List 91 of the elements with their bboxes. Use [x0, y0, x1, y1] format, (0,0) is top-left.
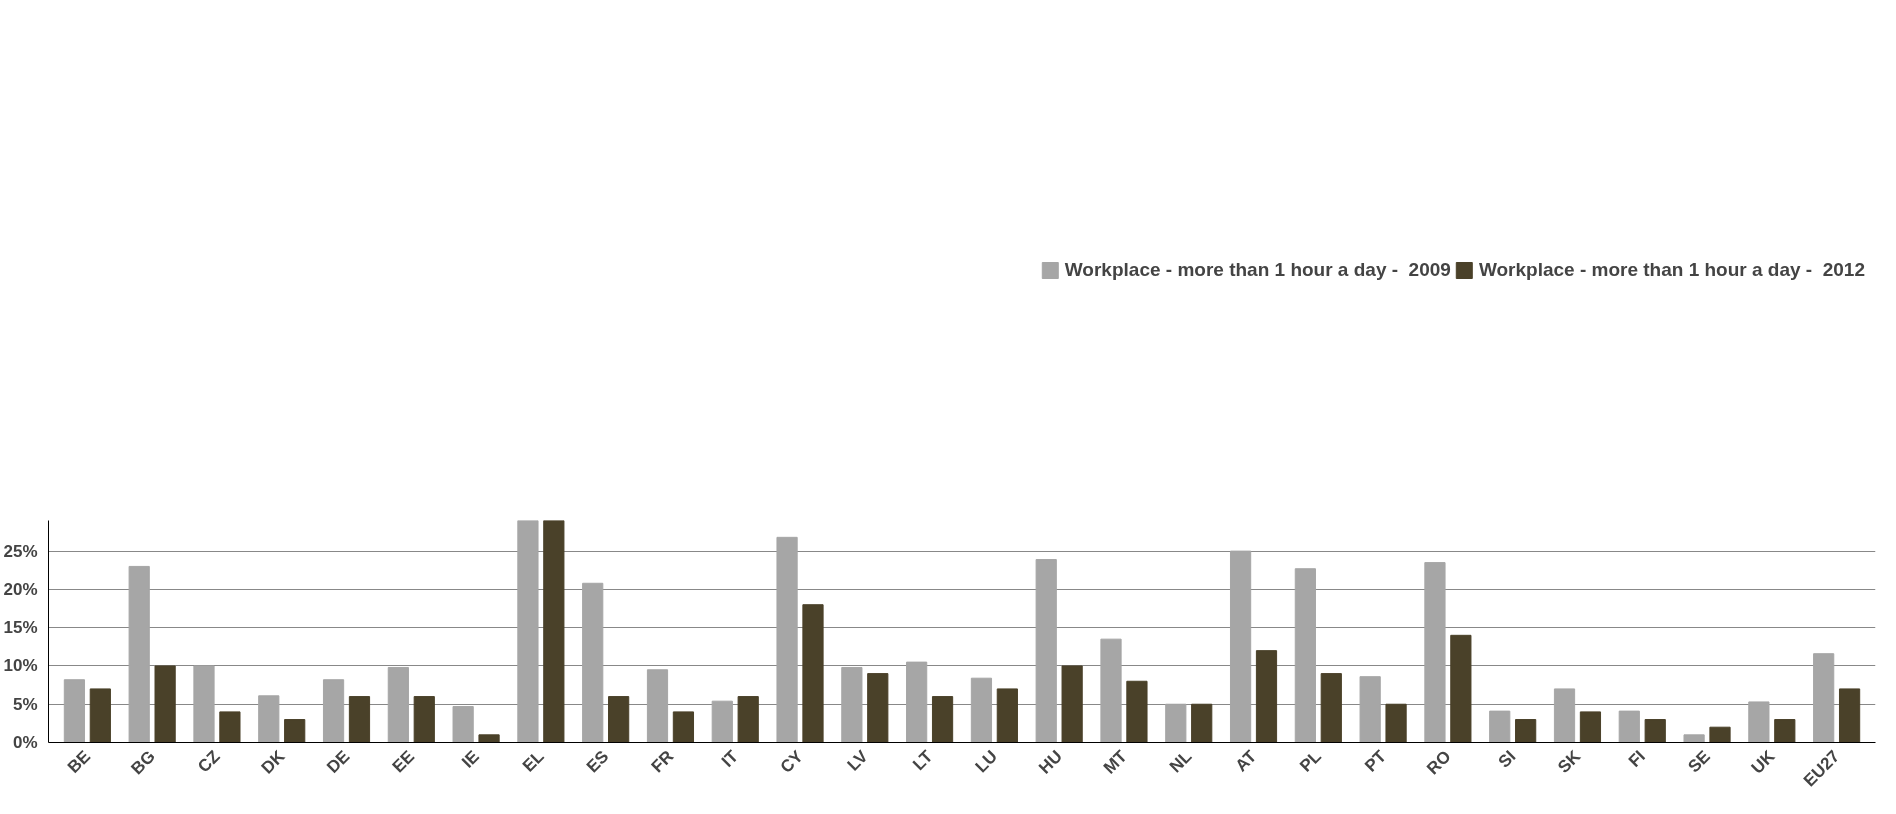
- bar: [996, 688, 1018, 743]
- bar: [802, 604, 824, 743]
- bar: [1100, 638, 1122, 743]
- x-tick-label: LT: [909, 746, 937, 775]
- bar: [478, 734, 500, 743]
- bar: [1165, 703, 1187, 743]
- bar: [1553, 688, 1576, 743]
- bar: [1748, 701, 1770, 743]
- x-tick-label: AT: [1231, 746, 1261, 776]
- bar: [89, 688, 111, 743]
- x-tick-label: SI: [1494, 746, 1520, 772]
- bar: [1320, 673, 1342, 743]
- y-tick-label: 15%: [3, 618, 38, 638]
- bar: [1683, 734, 1705, 743]
- bar: [1255, 650, 1278, 743]
- bar: [1450, 634, 1472, 743]
- bar: [543, 520, 565, 743]
- bar: [906, 661, 928, 743]
- x-tick-label: PT: [1361, 746, 1391, 776]
- bar: [1385, 703, 1407, 743]
- x-tick-label: IT: [717, 746, 743, 771]
- bar: [348, 696, 371, 743]
- bar: [1489, 710, 1511, 743]
- bar: [517, 520, 539, 743]
- y-tick-label: 0%: [12, 733, 38, 752]
- bar: [1294, 568, 1316, 743]
- bar: [970, 677, 993, 743]
- bar: [1061, 665, 1083, 743]
- x-tick-label: CZ: [194, 746, 224, 777]
- legend-label: Workplace - more than 1 hour a day - 2009: [1064, 259, 1451, 281]
- bar: [413, 696, 435, 743]
- x-tick-label: LU: [971, 746, 1002, 777]
- x-tick-label: BG: [127, 746, 159, 779]
- bar: [776, 536, 798, 743]
- bar: [387, 666, 409, 743]
- x-tick-label: PL: [1296, 746, 1326, 776]
- legend-label: Workplace - more than 1 hour a day - 2012: [1478, 259, 1865, 281]
- bar: [258, 695, 280, 743]
- bar: [1126, 680, 1148, 743]
- bar: [711, 700, 733, 743]
- bar: [931, 696, 954, 743]
- bar: [841, 666, 863, 743]
- y-tick-label: 25%: [3, 541, 38, 561]
- bar: [284, 719, 306, 743]
- bar: [452, 706, 474, 743]
- bar: [1035, 559, 1057, 743]
- x-tick-label: SE: [1684, 746, 1714, 777]
- y-tick-label: 10%: [3, 656, 38, 676]
- x-tick-label: IE: [458, 746, 483, 772]
- bar: [1229, 550, 1252, 743]
- bar: [1579, 711, 1602, 743]
- bar: [867, 673, 889, 743]
- bar: [1424, 562, 1446, 743]
- x-tick-label: NL: [1166, 746, 1196, 777]
- x-tick-label: DE: [323, 746, 354, 777]
- bar: [1359, 676, 1381, 743]
- x-tick-label: SK: [1554, 746, 1585, 777]
- bar: [1515, 719, 1537, 743]
- x-tick-label: FR: [647, 746, 678, 777]
- bar: [1813, 653, 1835, 743]
- y-tick-label: 20%: [3, 579, 38, 599]
- bar: [1191, 703, 1213, 743]
- bar: [1618, 710, 1640, 743]
- bar: [154, 665, 176, 743]
- bar: [1709, 726, 1731, 743]
- bar: [608, 696, 630, 743]
- bar: [672, 711, 695, 743]
- x-tick-label: EL: [518, 746, 548, 776]
- x-tick-label: DK: [257, 746, 289, 778]
- bar: [737, 696, 759, 743]
- x-tick-label: HU: [1035, 746, 1066, 778]
- bar: [1644, 719, 1666, 743]
- bar: [1838, 688, 1861, 743]
- bar: [128, 565, 150, 743]
- bar: [582, 582, 604, 743]
- x-tick-label: FI: [1624, 746, 1649, 771]
- bar: [322, 679, 345, 743]
- x-tick-label: BE: [63, 746, 95, 777]
- bar: [219, 711, 241, 743]
- x-tick-label: RO: [1423, 746, 1455, 779]
- x-tick-label: CY: [776, 746, 808, 777]
- bar: [646, 669, 669, 743]
- x-tick-label: MT: [1099, 746, 1132, 778]
- x-tick-label: ES: [582, 746, 613, 777]
- x-tick-label: LV: [843, 746, 872, 775]
- bar: [63, 679, 86, 743]
- bar: [193, 665, 215, 743]
- bar: [1774, 719, 1796, 743]
- x-tick-label: EE: [388, 746, 419, 777]
- x-tick-label: UK: [1747, 746, 1780, 778]
- y-tick-label: 5%: [12, 694, 38, 714]
